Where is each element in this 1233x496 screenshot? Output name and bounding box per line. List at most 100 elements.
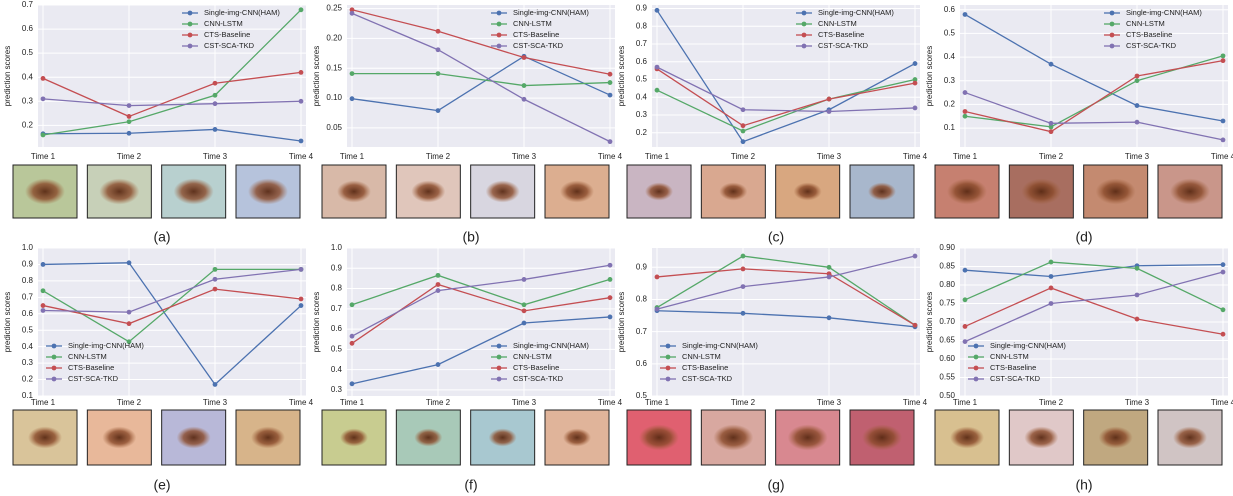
- data-point: [126, 114, 132, 119]
- data-point: [740, 284, 746, 290]
- lesion: [251, 426, 285, 449]
- x-tick-label: Time 4: [598, 152, 623, 161]
- series-line: [964, 91, 1224, 141]
- data-point: [349, 96, 355, 102]
- data-point: [349, 71, 355, 77]
- series-line: [656, 268, 916, 326]
- legend-marker: [665, 343, 671, 349]
- series-line: [42, 71, 302, 118]
- legend-label: Single-img-CNN(HAM): [513, 8, 589, 17]
- series-line: [42, 262, 302, 386]
- y-tick-label: 0.8: [331, 284, 343, 293]
- data-point: [349, 340, 355, 346]
- data-point: [126, 309, 132, 315]
- data-point: [607, 262, 613, 268]
- data-point: [435, 28, 441, 34]
- y-tick-label: 0.05: [326, 123, 342, 132]
- lesion: [411, 180, 446, 203]
- legend-marker: [51, 376, 57, 382]
- y-tick-label: 0.4: [636, 92, 648, 101]
- legend-label: Single-img-CNN(HAM): [818, 8, 894, 17]
- legend-label: CTS-Baseline: [990, 363, 1036, 372]
- data-point: [126, 260, 132, 266]
- data-point: [962, 90, 968, 95]
- legend-label: Single-img-CNN(HAM): [68, 341, 144, 350]
- y-tick-label: 0.2: [22, 120, 34, 129]
- y-axis-label: prediction scores: [617, 292, 626, 352]
- data-point: [212, 101, 218, 107]
- series-line: [964, 287, 1224, 335]
- legend-label: CNN-LSTM: [513, 352, 552, 361]
- data-point: [654, 64, 660, 70]
- data-point: [298, 303, 304, 308]
- data-point: [912, 105, 918, 111]
- series-line: [42, 128, 302, 142]
- data-point: [126, 103, 132, 109]
- legend-label: CTS-Baseline: [1126, 30, 1172, 39]
- y-tick-label: 0.20: [326, 34, 342, 43]
- y-axis-label: prediction scores: [312, 46, 321, 106]
- data-point: [298, 7, 304, 13]
- data-point: [521, 320, 527, 326]
- lesion: [719, 182, 748, 201]
- legend-label: CNN-LSTM: [68, 352, 107, 361]
- y-tick-label: 0.2: [944, 100, 956, 109]
- x-tick-label: Time 3: [203, 152, 228, 161]
- lesion: [1024, 426, 1059, 449]
- legend-label: CTS-Baseline: [513, 363, 559, 372]
- lesion: [1170, 178, 1210, 205]
- data-point: [298, 266, 304, 272]
- plot-background: [38, 248, 306, 396]
- series-line: [352, 72, 611, 87]
- lesion: [1098, 426, 1133, 449]
- legend-marker: [496, 43, 502, 49]
- y-tick-label: 0.5: [636, 391, 648, 400]
- data-point: [912, 61, 918, 66]
- y-tick-label: 0.25: [326, 4, 342, 13]
- series-line: [42, 98, 302, 107]
- y-axis-label: prediction scores: [925, 46, 934, 106]
- y-axis-label: prediction scores: [925, 292, 934, 352]
- legend-label: CST-SCA-TKD: [1126, 41, 1177, 50]
- caption: (g): [767, 477, 784, 493]
- y-tick-label: 0.70: [939, 317, 955, 326]
- data-point: [212, 80, 218, 86]
- y-tick-label: 0.8: [22, 276, 34, 285]
- legend-label: CST-SCA-TKD: [204, 41, 255, 50]
- lesion: [639, 424, 679, 451]
- x-tick-label: Time 2: [731, 152, 756, 161]
- legend-label: CNN-LSTM: [682, 352, 721, 361]
- series-line: [656, 255, 916, 310]
- legend-marker: [496, 376, 502, 382]
- legend-marker: [1109, 43, 1115, 49]
- legend-label: CST-SCA-TKD: [990, 374, 1041, 383]
- y-tick-label: 0.65: [939, 336, 955, 345]
- legend-label: CST-SCA-TKD: [68, 374, 119, 383]
- series-line: [351, 12, 611, 143]
- y-tick-label: 0.5: [636, 75, 648, 84]
- legend-marker: [973, 376, 979, 382]
- x-tick-label: Time 1: [340, 152, 365, 161]
- lesion: [248, 178, 288, 205]
- data-point: [962, 109, 968, 114]
- series-line: [656, 78, 916, 132]
- y-tick-label: 0.1: [22, 391, 34, 400]
- y-tick-label: 0.7: [331, 304, 343, 313]
- y-tick-label: 0.3: [331, 385, 343, 394]
- y-tick-label: 0.8: [636, 295, 648, 304]
- data-point: [912, 77, 918, 82]
- data-point: [521, 55, 527, 60]
- legend-label: CTS-Baseline: [513, 30, 559, 39]
- data-point: [521, 302, 527, 308]
- plot-background: [960, 5, 1228, 147]
- y-tick-label: 0.1: [944, 123, 956, 132]
- y-axis-label: prediction scores: [3, 292, 12, 352]
- data-point: [126, 321, 132, 327]
- series-line: [351, 264, 611, 337]
- legend-label: CST-SCA-TKD: [818, 41, 869, 50]
- legend-label: CTS-Baseline: [68, 363, 114, 372]
- data-point: [40, 76, 46, 81]
- y-tick-label: 0.55: [939, 373, 955, 382]
- legend-marker: [496, 32, 502, 38]
- data-point: [962, 339, 968, 345]
